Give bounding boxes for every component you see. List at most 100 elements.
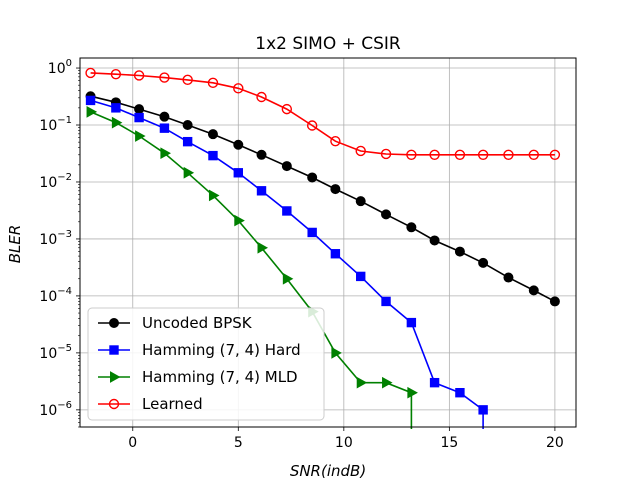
data-point <box>110 68 122 80</box>
data-point <box>330 184 341 195</box>
data-point <box>549 296 560 307</box>
data-point <box>182 120 193 131</box>
data-point <box>429 149 440 160</box>
data-point <box>159 72 170 83</box>
plot-frame <box>79 57 577 428</box>
data-point <box>208 189 220 202</box>
data-point <box>234 214 245 227</box>
data-point <box>355 145 366 157</box>
series-2 <box>86 106 418 429</box>
data-point <box>549 149 561 160</box>
y-tick-label: 10−1 <box>39 115 72 134</box>
data-point <box>233 168 243 178</box>
data-point <box>207 77 219 89</box>
legend-label: Hamming (7, 4) MLD <box>142 368 298 386</box>
series-3 <box>85 67 561 160</box>
data-point <box>183 166 195 179</box>
data-point <box>331 347 342 359</box>
data-point <box>257 241 269 254</box>
data-point <box>86 106 98 118</box>
data-point <box>356 271 366 282</box>
data-point <box>159 111 170 122</box>
data-point <box>381 296 391 307</box>
data-point <box>111 116 123 129</box>
data-point <box>207 129 218 140</box>
data-point <box>407 386 418 399</box>
data-point <box>134 104 145 115</box>
grid-lines <box>80 58 576 427</box>
data-point <box>382 376 393 389</box>
x-tick-label: 5 <box>234 435 243 451</box>
data-point <box>182 74 193 86</box>
data-point <box>282 272 294 285</box>
data-point <box>478 405 488 415</box>
data-point <box>85 95 96 106</box>
x-tick-label: 15 <box>440 435 458 451</box>
legend-marker <box>108 398 120 410</box>
legend-marker <box>110 371 121 383</box>
data-point <box>281 161 292 172</box>
legend: Uncoded BPSK Hamming (7, 4) Hard Hamming (… <box>87 307 325 421</box>
data-point <box>111 103 121 113</box>
legend-marker <box>109 318 119 328</box>
data-point <box>330 135 341 147</box>
legend-box <box>87 307 325 421</box>
data-point <box>233 83 244 94</box>
y-tick-label: 10−4 <box>39 286 72 305</box>
y-tick-label: 100 <box>48 58 72 77</box>
legend-label: Hamming (7, 4) Hard <box>142 341 301 359</box>
data-point <box>356 376 368 389</box>
data-point <box>307 172 318 183</box>
data-point <box>330 249 341 259</box>
x-axis-title: SNR(indB) <box>290 462 366 480</box>
data-point <box>429 235 440 246</box>
data-point <box>133 70 145 81</box>
legend-label: Learned <box>142 395 203 413</box>
y-tick-label: 10−2 <box>39 172 72 191</box>
y-tick-label: 10−5 <box>39 343 72 362</box>
data-point <box>182 136 193 147</box>
data-point <box>256 91 267 103</box>
data-point <box>306 120 318 131</box>
data-point <box>233 139 244 150</box>
data-point <box>256 149 267 160</box>
y-tick-label: 10−6 <box>39 400 72 419</box>
data-point <box>160 147 171 160</box>
series-1 <box>85 95 488 429</box>
data-point <box>503 149 514 160</box>
data-point <box>406 149 417 160</box>
data-point <box>282 206 292 216</box>
data-point <box>159 123 170 133</box>
series-layer <box>85 67 561 429</box>
legend-entry: Hamming (7, 4) Hard <box>98 341 301 359</box>
axis-ticks: 0 5 10 15 20 100 10−1 10−2 10−3 10−4 10−5 10−6 <box>39 58 563 451</box>
data-point <box>477 149 489 160</box>
data-point <box>355 196 366 207</box>
data-point <box>406 222 417 233</box>
data-point <box>381 209 392 220</box>
y-tick-label: 10−3 <box>39 229 72 248</box>
data-point <box>528 285 539 296</box>
legend-entry: Uncoded BPSK <box>98 314 253 332</box>
legend-label: Uncoded BPSK <box>142 314 253 332</box>
data-point <box>380 148 392 160</box>
data-point <box>528 149 539 160</box>
chart-title: 1x2 SIMO + CSIR <box>255 34 401 54</box>
data-point <box>256 186 267 196</box>
data-point <box>85 67 96 79</box>
x-tick-label: 10 <box>335 435 353 451</box>
legend-entry: Hamming (7, 4) MLD <box>98 368 298 386</box>
data-point <box>208 150 218 161</box>
data-point <box>454 149 466 160</box>
x-tick-label: 20 <box>546 435 564 451</box>
y-axis-title: BLER <box>6 225 24 264</box>
data-point <box>135 130 146 142</box>
data-point <box>281 103 293 115</box>
data-point <box>478 257 489 268</box>
data-point <box>307 227 317 238</box>
data-point <box>429 377 440 388</box>
data-point <box>455 388 465 398</box>
legend-entry: Learned <box>98 395 203 413</box>
legend-marker <box>109 345 119 355</box>
